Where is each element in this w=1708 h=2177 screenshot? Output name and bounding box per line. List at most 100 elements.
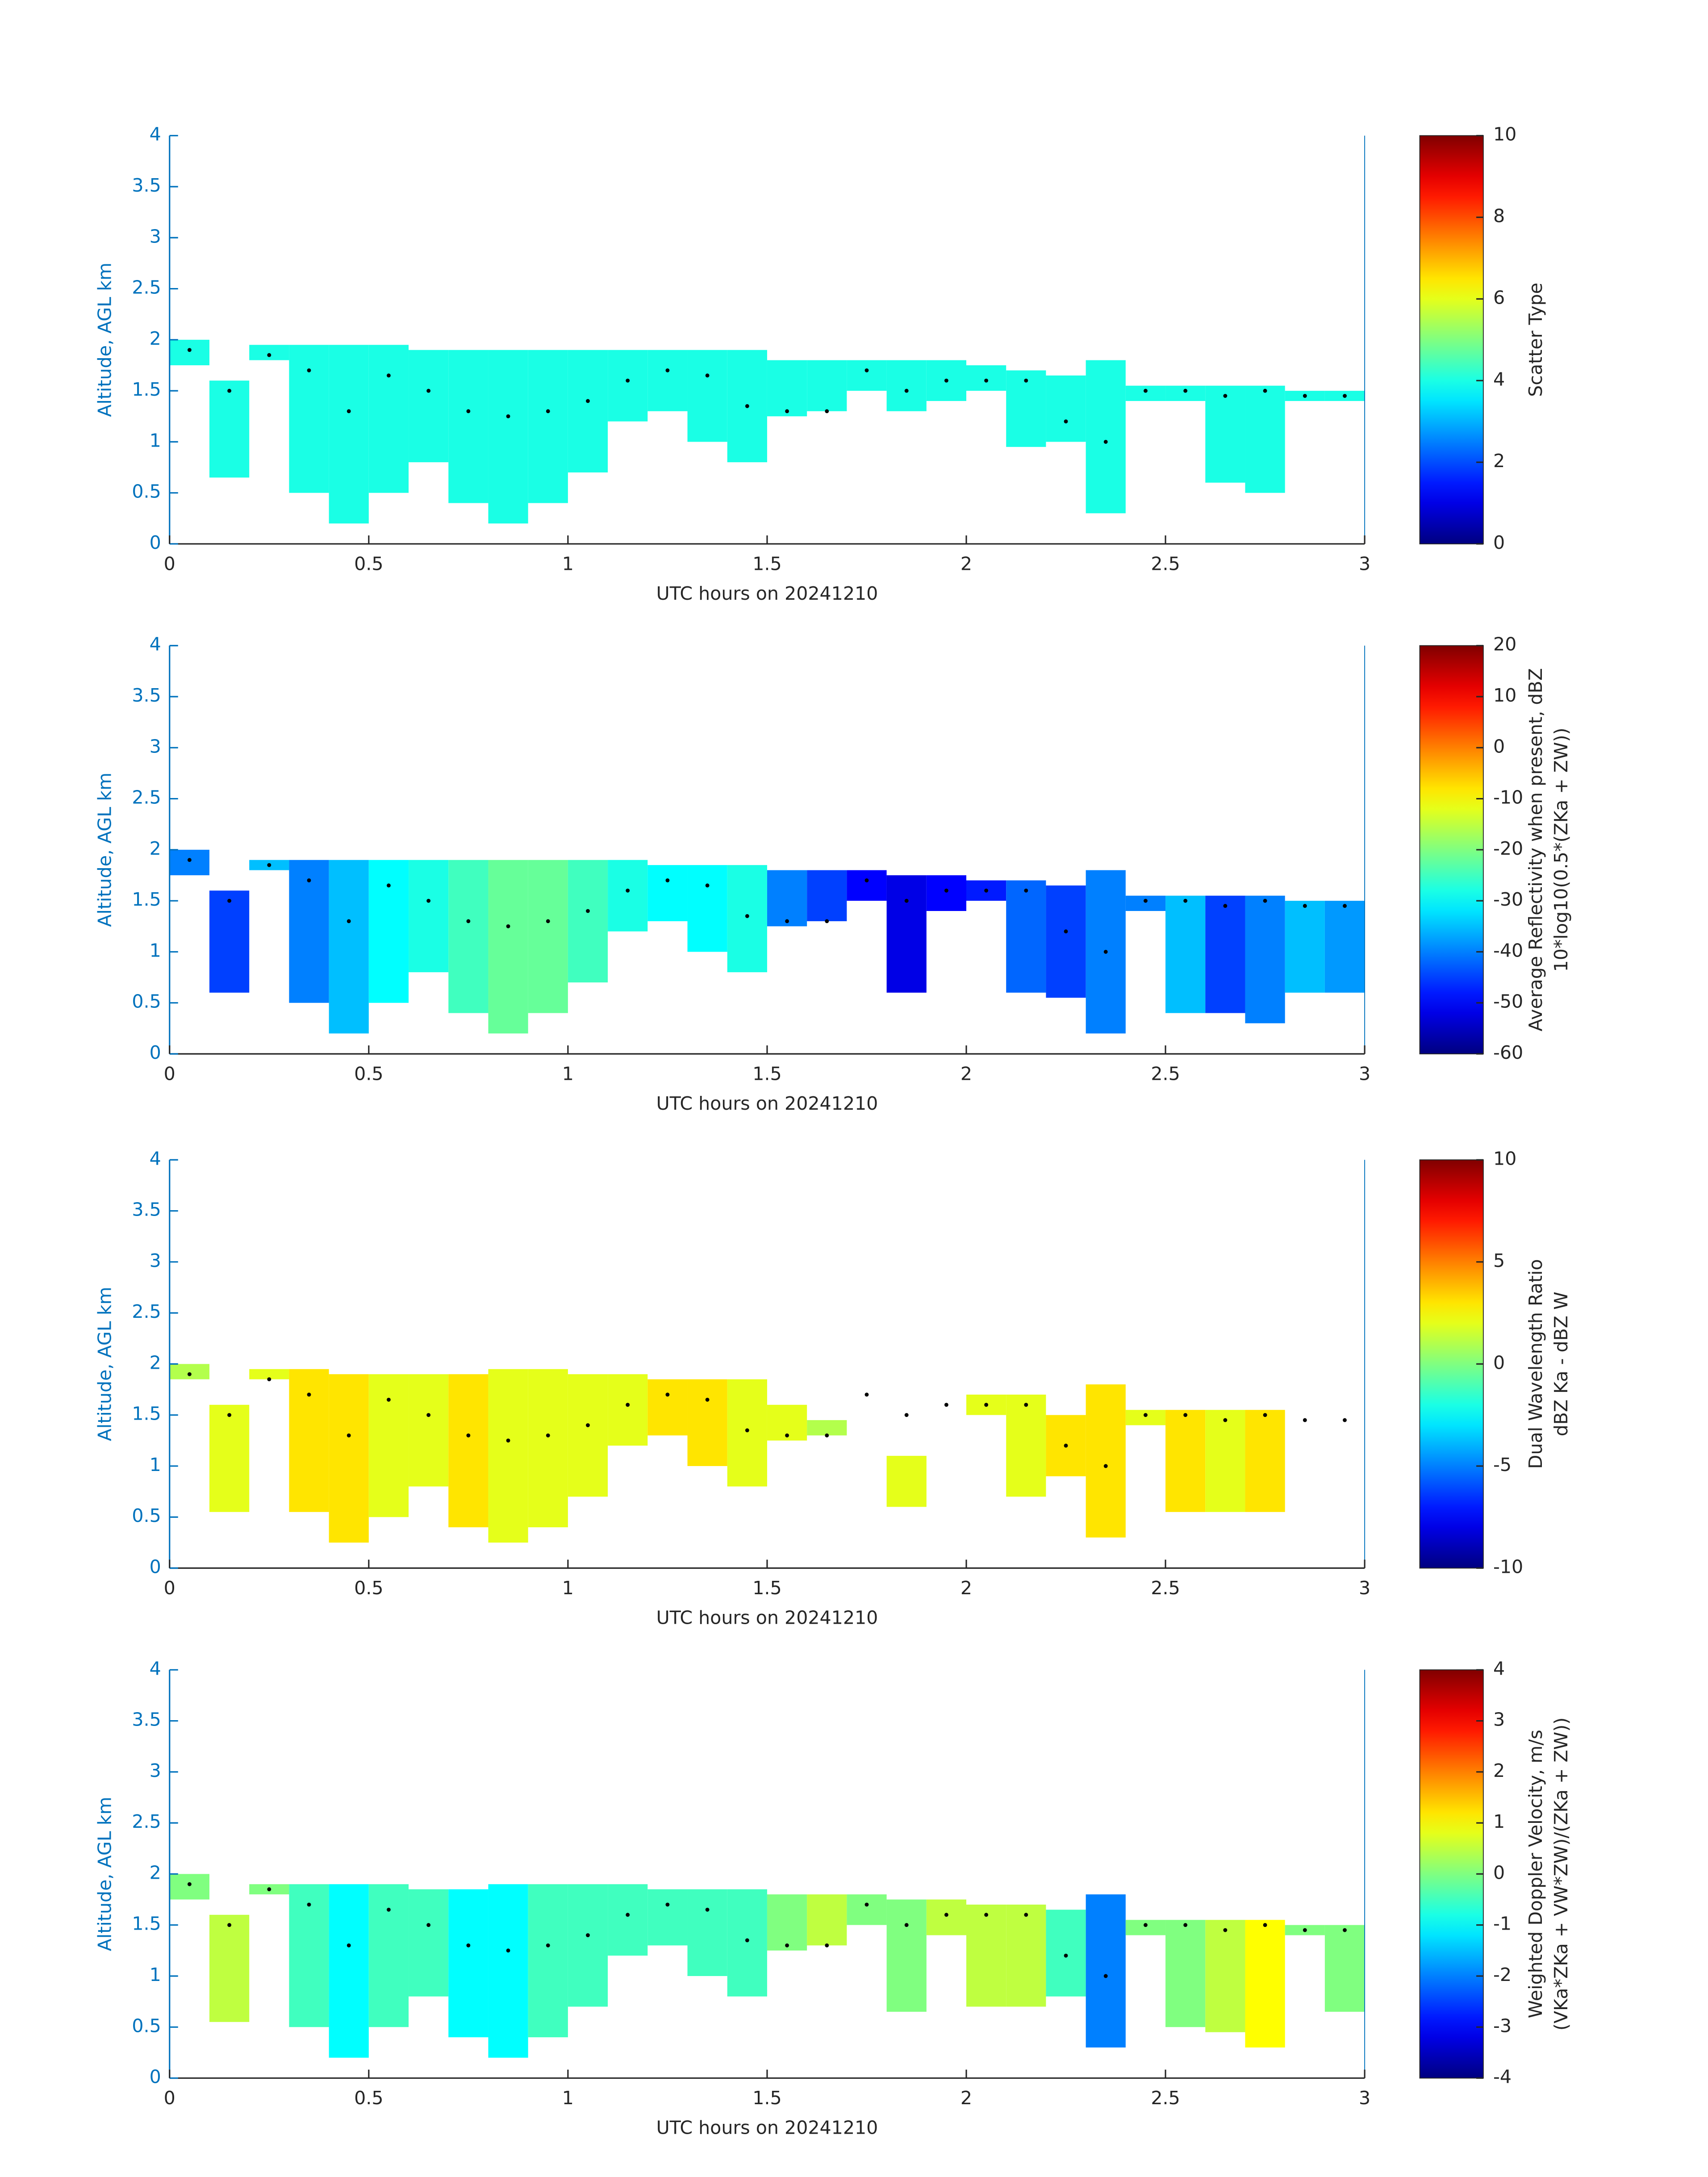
cell	[1006, 1904, 1046, 2007]
cell	[1086, 1894, 1126, 2047]
x-axis-label: UTC hours on 20241210	[656, 2117, 878, 2138]
dot	[1024, 1403, 1028, 1407]
dot	[984, 888, 989, 893]
colorbar-tick-label: 5	[1493, 1250, 1505, 1271]
cell	[687, 1889, 727, 1976]
y-tick-label: 2.5	[132, 787, 161, 808]
dot	[347, 1433, 351, 1437]
x-tick-label: 1.5	[752, 2087, 781, 2109]
dot	[745, 914, 749, 918]
cell	[1125, 1920, 1166, 1935]
cell	[1086, 360, 1126, 514]
cell	[647, 1889, 688, 1946]
cell	[1245, 1920, 1285, 2047]
cell	[767, 870, 807, 927]
cell	[448, 860, 489, 1013]
cell	[687, 1379, 727, 1466]
y-axis-label: Altitude, AGL km	[94, 773, 115, 927]
cell	[1046, 375, 1086, 442]
cell	[647, 865, 688, 921]
x-tick-label: 0	[164, 2087, 175, 2109]
cell	[289, 860, 329, 1003]
dot	[1144, 898, 1148, 903]
cell	[289, 345, 329, 493]
x-tick-label: 1.5	[752, 553, 781, 574]
colorbar	[1419, 135, 1484, 544]
colorbar-tick-label: 4	[1493, 1658, 1505, 1679]
cell	[568, 1374, 608, 1497]
y-tick-label: 3	[150, 1250, 161, 1271]
dot	[785, 919, 789, 923]
cell	[1086, 1384, 1126, 1538]
colorbar-tick-label: 10	[1493, 1148, 1516, 1169]
cell	[608, 1884, 648, 1956]
dot	[506, 1948, 510, 1953]
dot	[227, 898, 232, 903]
dot	[227, 389, 232, 393]
dot	[984, 1913, 989, 1917]
cell	[1245, 895, 1285, 1024]
cell	[368, 1884, 409, 2027]
cell	[209, 1914, 250, 2022]
cell	[169, 849, 209, 876]
dot	[705, 1907, 710, 1912]
dot	[387, 1397, 391, 1402]
cell	[1285, 901, 1325, 993]
cell	[886, 1456, 927, 1507]
cell	[886, 360, 927, 411]
y-tick-label: 3.5	[132, 685, 161, 706]
cell	[209, 1404, 250, 1512]
dot	[466, 1943, 471, 1947]
dot	[466, 409, 471, 414]
colorbar-tick-label: 20	[1493, 634, 1516, 655]
dot	[506, 924, 510, 928]
cell	[1324, 901, 1365, 993]
x-tick-label: 2.5	[1151, 553, 1180, 574]
x-tick-label: 2.5	[1151, 1063, 1180, 1084]
colorbar-tick-label: 0	[1493, 1862, 1505, 1883]
dot	[705, 373, 710, 378]
dot	[586, 909, 590, 913]
cell	[727, 865, 767, 973]
x-axis-label: UTC hours on 20241210	[656, 583, 878, 604]
x-tick-label: 3	[1359, 2087, 1370, 2109]
y-tick-label: 2	[150, 838, 161, 859]
dot	[626, 888, 630, 893]
cell	[687, 865, 727, 952]
cell	[807, 1894, 847, 1946]
colorbar-tick-label: 4	[1493, 368, 1505, 390]
cell	[1046, 1910, 1086, 1997]
cell	[368, 1374, 409, 1517]
dot	[1144, 389, 1148, 393]
dot	[466, 919, 471, 923]
y-tick-label: 4	[150, 1658, 161, 1679]
x-tick-label: 1	[562, 553, 574, 574]
dot	[1064, 1953, 1068, 1958]
dot	[1064, 1443, 1068, 1448]
y-tick-label: 0.5	[132, 481, 161, 502]
cell	[409, 1374, 449, 1487]
dot	[1144, 1923, 1148, 1927]
cell	[647, 350, 688, 411]
x-axis-label: UTC hours on 20241210	[656, 1093, 878, 1114]
dot	[626, 1913, 630, 1917]
x-tick-label: 2.5	[1151, 1577, 1180, 1599]
cell	[289, 1369, 329, 1512]
x-tick-label: 1.5	[752, 1577, 781, 1599]
colorbar-tick-label: -60	[1493, 1042, 1523, 1063]
x-tick-label: 2.5	[1151, 2087, 1180, 2109]
y-axis-label: Altitude, AGL km	[94, 1287, 115, 1441]
dot	[1183, 1413, 1188, 1417]
dot	[626, 378, 630, 383]
colorbar-tick-label: 10	[1493, 124, 1516, 145]
y-tick-label: 1.5	[132, 379, 161, 400]
cell	[1125, 895, 1166, 911]
cell	[289, 1884, 329, 2027]
cell	[1006, 880, 1046, 993]
y-tick-label: 1	[150, 940, 161, 961]
cell	[608, 350, 648, 422]
cell	[847, 360, 887, 391]
cell	[448, 1374, 489, 1528]
cell	[1205, 1920, 1245, 2032]
dot	[1303, 394, 1307, 398]
